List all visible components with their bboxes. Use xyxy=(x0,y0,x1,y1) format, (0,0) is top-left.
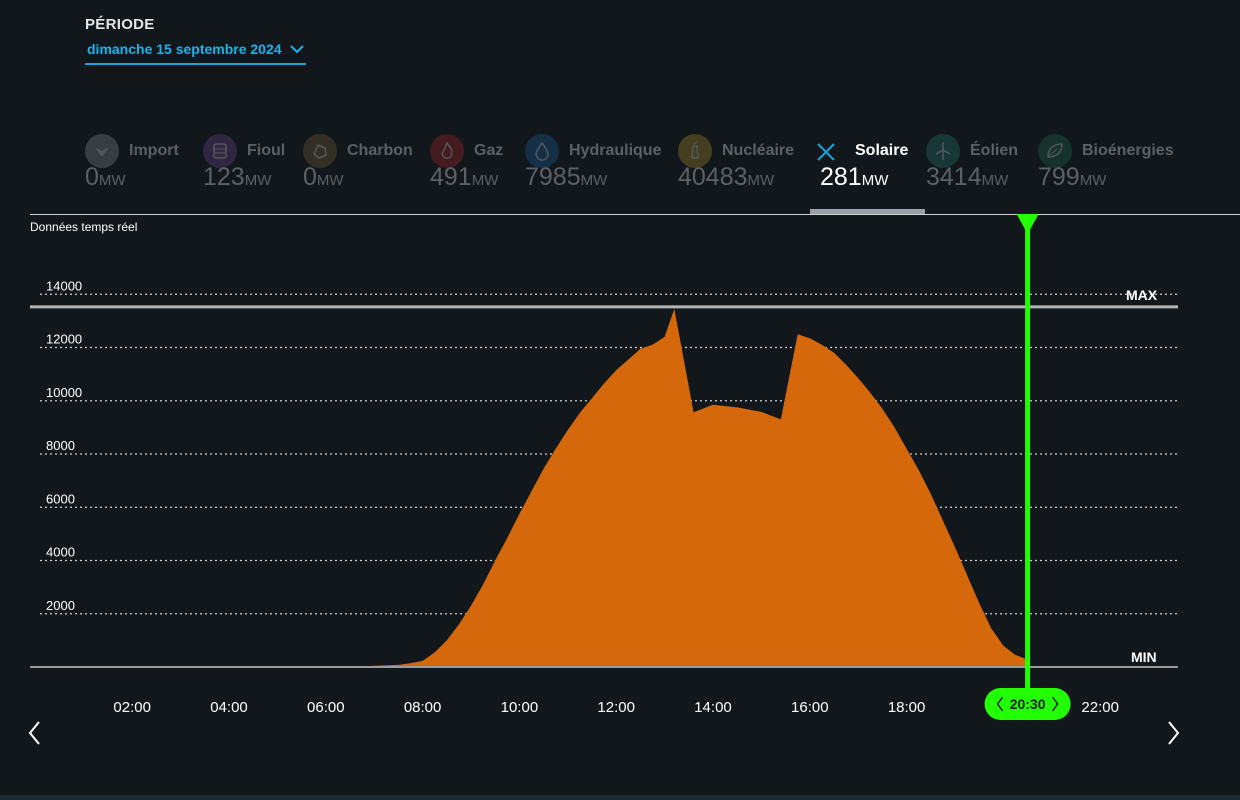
tab-label: Hydraulique xyxy=(569,142,662,159)
date-value: dimanche 15 septembre 2024 xyxy=(87,41,282,57)
x-tick-label: 10:00 xyxy=(501,699,539,716)
flame-icon xyxy=(430,134,464,168)
water-drop-icon xyxy=(525,134,559,168)
tab-label: Solaire xyxy=(855,142,909,159)
x-tick-label: 18:00 xyxy=(888,699,926,716)
tab-bioénergies[interactable]: Bioénergies 799MW xyxy=(1028,132,1174,214)
tab-label: Bioénergies xyxy=(1082,142,1174,159)
tab-value: 799MW xyxy=(1038,163,1107,191)
x-tick-label: 12:00 xyxy=(597,699,635,716)
realtime-label: Données temps réel xyxy=(30,220,138,234)
time-cursor-handle[interactable] xyxy=(1016,214,1039,234)
tab-nucléaire[interactable]: Nucléaire 40483MW xyxy=(668,132,798,214)
tab-value: 123MW xyxy=(203,163,272,191)
bottom-bar xyxy=(0,795,1240,800)
tab-gaz[interactable]: Gaz 491MW xyxy=(420,132,510,214)
date-dropdown[interactable]: dimanche 15 septembre 2024 xyxy=(85,41,306,65)
previous-arrow-icon[interactable] xyxy=(22,718,46,748)
tab-label: Fioul xyxy=(247,142,286,159)
tab-label: Nucléaire xyxy=(722,142,795,159)
y-tick-label: 12000 xyxy=(46,332,82,347)
y-tick-label: 2000 xyxy=(46,598,75,613)
chevron-right-icon[interactable] xyxy=(1051,696,1059,712)
x-tick-label: 14:00 xyxy=(694,699,732,716)
next-arrow-icon[interactable] xyxy=(1162,718,1186,748)
tab-value: 7985MW xyxy=(525,163,608,191)
y-tick-label: 6000 xyxy=(46,491,75,506)
tab-value: 491MW xyxy=(430,163,499,191)
tab-value: 40483MW xyxy=(678,163,775,191)
tab-value: 3414MW xyxy=(926,163,1009,191)
divider xyxy=(30,214,1240,215)
leaf-icon xyxy=(1038,134,1072,168)
wind-turbine-icon xyxy=(926,134,960,168)
time-cursor-pill[interactable] xyxy=(984,688,1071,720)
y-tick-label: 8000 xyxy=(46,438,75,453)
tab-charbon[interactable]: Charbon 0MW xyxy=(293,132,413,214)
chevron-left-icon[interactable] xyxy=(996,696,1004,712)
active-tab-indicator xyxy=(810,209,925,214)
y-tick-label: 10000 xyxy=(46,385,82,400)
x-tick-label: 22:00 xyxy=(1081,699,1119,716)
cursor-time-label: 20:30 xyxy=(1010,696,1046,712)
tab-solaire[interactable]: Solaire 281MW xyxy=(810,132,925,214)
solar-production-chart: 2000 4000 6000 8000 10000 12000 14000 MAX MIN 02:… xyxy=(30,214,1178,720)
period-selector: PÉRIODE dimanche 15 septembre 2024 xyxy=(85,16,306,65)
tab-value: 0MW xyxy=(85,163,126,191)
barrel-icon xyxy=(203,134,237,168)
x-tick-label: 04:00 xyxy=(210,699,248,716)
tab-label: Charbon xyxy=(347,142,413,159)
chevron-down-icon xyxy=(289,45,304,54)
x-tick-label: 06:00 xyxy=(307,699,345,716)
x-tick-label: 02:00 xyxy=(113,699,151,716)
tab-label: Éolien xyxy=(970,142,1019,159)
y-tick-label: 14000 xyxy=(46,278,82,293)
tab-import[interactable]: Import 0MW xyxy=(75,132,185,214)
close-icon[interactable] xyxy=(816,142,836,162)
max-label: MAX xyxy=(1126,287,1158,303)
energy-source-tabs: Import 0MW Fioul 123MW Charbon 0MW Gaz 491MW Hyd… xyxy=(75,132,1175,214)
x-tick-label: 08:00 xyxy=(404,699,442,716)
tab-hydraulique[interactable]: Hydraulique 7985MW xyxy=(515,132,662,214)
tab-label: Gaz xyxy=(474,142,504,159)
import-icon xyxy=(85,134,119,168)
tab-label: Import xyxy=(129,142,179,159)
nuclear-icon xyxy=(678,134,712,168)
tab-éolien[interactable]: Éolien 3414MW xyxy=(916,132,1021,214)
solar-area xyxy=(362,308,1028,667)
period-label: PÉRIODE xyxy=(85,16,155,33)
coal-icon xyxy=(303,134,337,168)
min-label: MIN xyxy=(1131,649,1157,665)
x-tick-label: 16:00 xyxy=(791,699,829,716)
tab-fioul[interactable]: Fioul 123MW xyxy=(193,132,293,214)
y-tick-label: 4000 xyxy=(46,545,75,560)
tab-value: 281MW xyxy=(820,163,889,191)
tab-value: 0MW xyxy=(303,163,344,191)
